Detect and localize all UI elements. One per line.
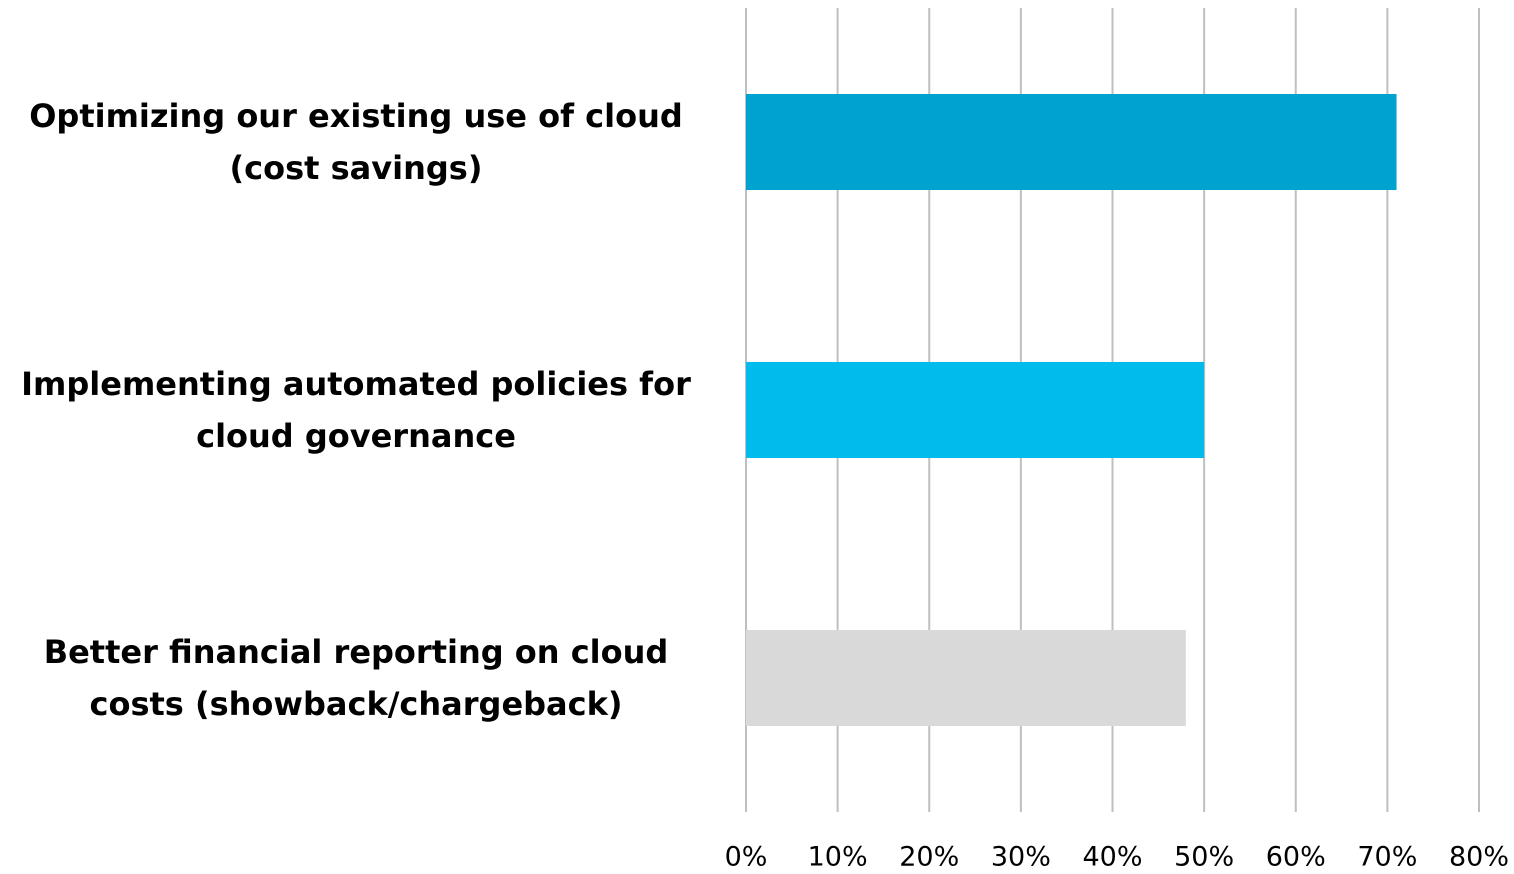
x-tick-label: 70% — [1357, 842, 1417, 873]
y-tick-label: Implementing automated policies for clou… — [21, 365, 691, 455]
y-tick-label: Optimizing our existing use of cloud (co… — [29, 97, 683, 187]
category-label-box: Optimizing our existing use of cloud (co… — [6, 82, 706, 202]
x-tick-label: 50% — [1174, 842, 1234, 873]
x-tick-label: 40% — [1082, 842, 1142, 873]
x-tick-label: 30% — [991, 842, 1051, 873]
x-tick-label: 60% — [1266, 842, 1326, 873]
bar — [746, 94, 1397, 190]
x-tick-label: 20% — [899, 842, 959, 873]
category-label-box: Implementing automated policies for clou… — [6, 350, 706, 470]
bar — [746, 362, 1205, 458]
bar — [746, 630, 1186, 726]
category-label-box: Better financial reporting on cloud cost… — [6, 618, 706, 738]
y-tick-label: Better financial reporting on cloud cost… — [43, 633, 669, 723]
x-tick-label: 0% — [725, 842, 768, 873]
x-tick-label: 10% — [808, 842, 868, 873]
x-tick-label: 80% — [1449, 842, 1509, 873]
